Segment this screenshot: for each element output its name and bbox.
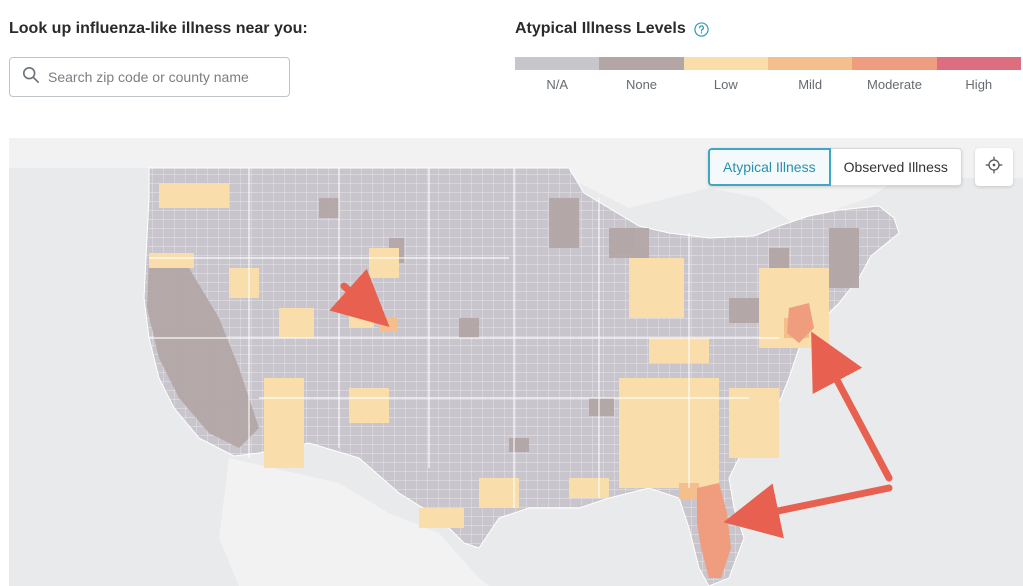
toggle-observed-illness[interactable]: Observed Illness [830, 148, 962, 186]
legend-swatch-moderate [852, 57, 937, 70]
state-borders [149, 168, 779, 508]
legend-swatch-low [683, 57, 768, 70]
legend-swatch-high [936, 57, 1021, 70]
legend-swatch-mild [767, 57, 853, 70]
legend-label: N/A [546, 77, 568, 92]
us-county-map[interactable] [9, 138, 1023, 586]
toggle-atypical-illness[interactable]: Atypical Illness [708, 148, 831, 186]
legend-label: Mild [798, 77, 823, 92]
annotation-arrows [329, 268, 893, 539]
locate-button[interactable] [975, 148, 1013, 186]
legend-swatch-none [599, 57, 684, 70]
lookup-title: Look up influenza-like illness near you: [9, 20, 308, 37]
legend-label: Low [713, 77, 738, 92]
map-panel[interactable] [9, 138, 1023, 586]
map-layer-toggle: Atypical Illness Observed Illness [708, 148, 962, 186]
search-input[interactable] [48, 69, 278, 85]
crosshair-icon [984, 155, 1004, 180]
legend-label: Moderate [867, 77, 922, 92]
search-box[interactable] [9, 57, 290, 97]
legend-labels: N/A None Low Mild Moderate High [515, 77, 1021, 92]
moderate-level-patches [697, 303, 814, 578]
legend-label: High [965, 77, 993, 92]
arrow-colorado [329, 268, 390, 328]
mexico-land [219, 458, 489, 586]
arrow-northeast [811, 331, 893, 482]
help-icon[interactable] [694, 21, 709, 37]
arrow-florida [723, 483, 893, 539]
legend-title: Atypical Illness Levels [515, 20, 709, 38]
legend-label: None [625, 77, 658, 92]
legend-title-text: Atypical Illness Levels [515, 20, 686, 37]
legend-swatch-n-a [515, 57, 600, 70]
search-icon [22, 66, 40, 89]
legend-color-bar [515, 57, 1021, 70]
